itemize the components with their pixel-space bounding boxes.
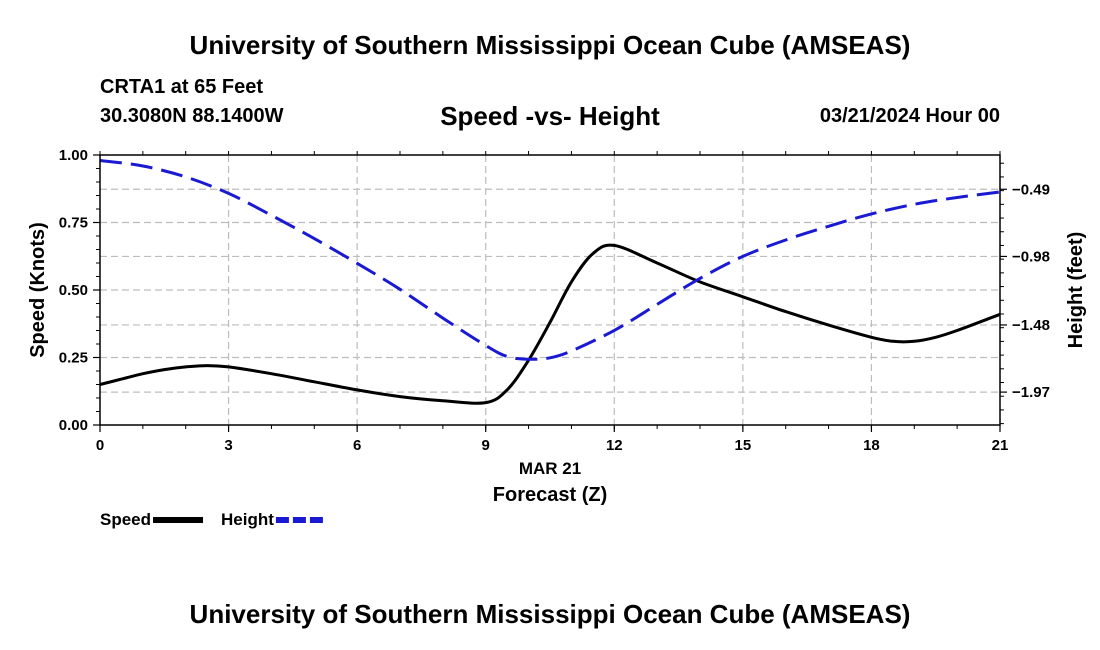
y-right-tick-label: −1.48 — [1012, 317, 1050, 334]
y-tick-label: 0.75 — [59, 215, 88, 232]
series-line-speed — [99, 243, 1001, 405]
x-tick-label: 21 — [992, 437, 1009, 454]
footer-title: University of Southern Mississippi Ocean… — [189, 599, 911, 629]
legend-label-speed: Speed — [100, 510, 151, 529]
forecast-datetime: 03/21/2024 Hour 00 — [819, 105, 1000, 127]
x-tick-label: 3 — [224, 437, 232, 454]
chart-subtitle: Speed -vs- Height — [440, 101, 660, 131]
legend-label-height: Height — [221, 510, 274, 529]
y-axis-title-right: Height (feet) — [1065, 232, 1087, 349]
x-tick-label: 18 — [863, 437, 880, 454]
series-layer — [99, 159, 1001, 405]
y-right-tick-label: −1.97 — [1012, 384, 1050, 401]
station-coordinates: 30.3080N 88.1400W — [100, 105, 284, 127]
axis-ticks: 0 3 6 9 12 15 18 21 0.00 0.25 0.50 0.75 1.00 −0.49 −0.… — [59, 147, 1050, 454]
chart-main-title: University of Southern Mississippi Ocean… — [189, 30, 911, 60]
x-axis-date-label: MAR 21 — [519, 459, 581, 478]
x-tick-label: 9 — [482, 437, 490, 454]
station-label: CRTA1 at 65 Feet — [100, 76, 264, 98]
y-tick-label: 0.00 — [59, 417, 88, 434]
x-tick-label: 15 — [735, 437, 752, 454]
legend: Speed Height — [100, 510, 326, 529]
x-axis-title: Forecast (Z) — [493, 484, 607, 506]
y-tick-label: 1.00 — [59, 147, 88, 164]
x-tick-label: 0 — [96, 437, 104, 454]
series-line-height — [99, 159, 1001, 361]
grid-lines — [100, 155, 1000, 425]
axis-labels: MAR 21 Forecast (Z) Speed (Knots) Height… — [27, 222, 1087, 506]
y-axis-title-left: Speed (Knots) — [27, 222, 49, 358]
y-tick-label: 0.25 — [59, 350, 88, 367]
y-right-tick-label: −0.49 — [1012, 181, 1050, 198]
y-tick-label: 0.50 — [59, 282, 88, 299]
x-tick-label: 12 — [606, 437, 623, 454]
y-right-tick-label: −0.98 — [1012, 248, 1050, 265]
x-tick-label: 6 — [353, 437, 361, 454]
